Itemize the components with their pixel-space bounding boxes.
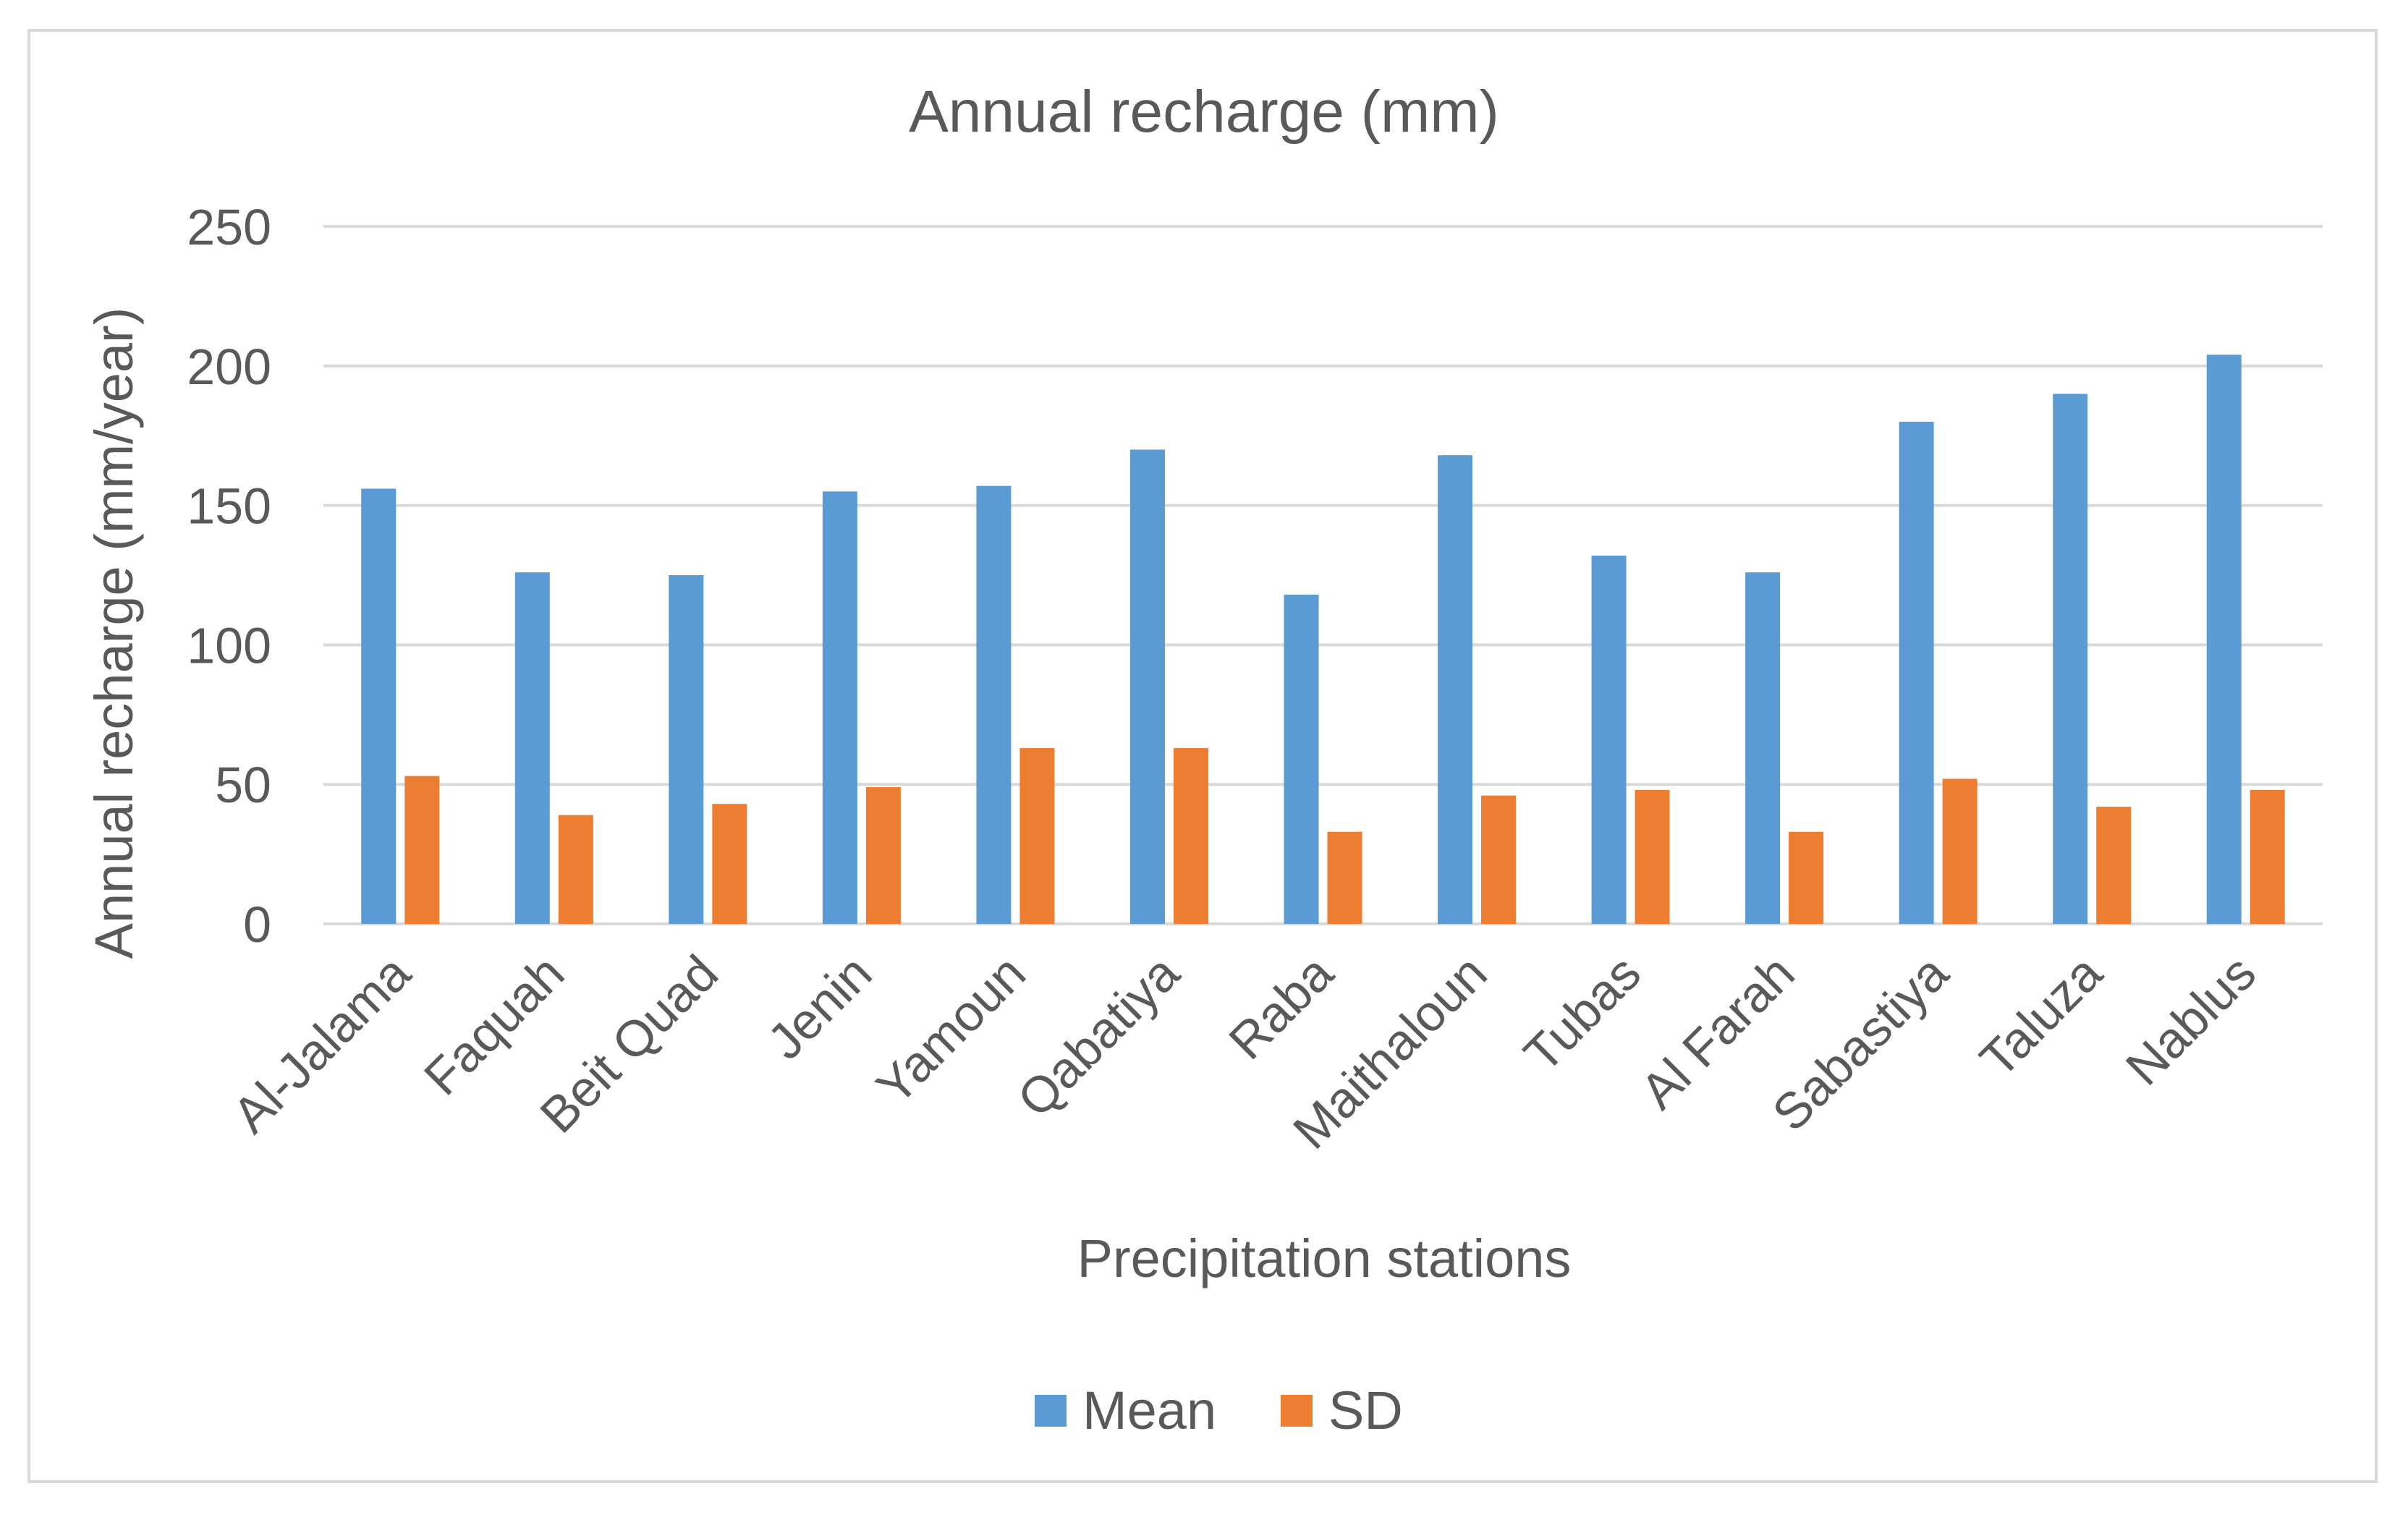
bar-mean-al-jalama <box>361 488 397 924</box>
y-axis-label: Annual recharge (mm/year) <box>84 307 144 959</box>
chart-title: Annual recharge (mm) <box>909 79 1499 145</box>
bar-mean-faquah <box>514 572 550 924</box>
bar-sd-al-farah <box>1789 831 1824 924</box>
y-tick-label: 100 <box>187 617 271 674</box>
bars <box>361 354 2285 925</box>
bar-mean-jenin <box>822 491 857 924</box>
bar-mean-al-farah <box>1745 572 1781 924</box>
bar-sd-beit-quad <box>712 804 747 924</box>
gridlines <box>323 225 2323 925</box>
bar-mean-qabatiya <box>1129 449 1165 924</box>
bar-sd-raba <box>1327 831 1362 924</box>
bar-mean-beit-quad <box>669 575 704 924</box>
legend: Mean SD <box>1035 1380 1403 1440</box>
bar-mean-yamoun <box>976 485 1012 924</box>
y-tick-label: 150 <box>187 478 271 535</box>
x-tick-label: Qabatiya <box>1006 944 1190 1127</box>
bar-sd-maithaloun <box>1481 795 1517 924</box>
bar-mean-maithaloun <box>1438 455 1473 924</box>
y-tick-label: 250 <box>187 199 271 255</box>
bar-sd-qabatiya <box>1173 748 1208 924</box>
bar-sd-nablus <box>2250 789 2285 924</box>
legend-label-sd: SD <box>1328 1380 1403 1440</box>
x-tick-label: Tubas <box>1513 944 1651 1082</box>
bar-mean-sabastiya <box>1899 421 1934 924</box>
bar-mean-raba <box>1284 594 1319 924</box>
bar-sd-sabastiya <box>1942 778 1977 924</box>
x-tick-label: Nablus <box>2115 944 2266 1095</box>
bar-sd-al-jalama <box>404 776 440 924</box>
y-tick-label: 200 <box>187 339 271 395</box>
x-tick-label: Raba <box>1218 944 1344 1070</box>
bar-sd-jenin <box>865 787 901 924</box>
legend-swatch-sd <box>1281 1395 1313 1427</box>
bar-sd-yamoun <box>1019 748 1055 924</box>
x-axis-label: Precipitation stations <box>1077 1228 1572 1288</box>
x-tick-label: Jenin <box>757 944 882 1069</box>
bar-sd-tubas <box>1635 789 1670 924</box>
legend-label-mean: Mean <box>1082 1380 1216 1440</box>
bar-mean-tubas <box>1591 556 1627 924</box>
y-axis-ticks: 0 50 100 150 200 250 <box>187 199 271 953</box>
bar-sd-faquah <box>558 815 593 924</box>
x-tick-label: Al-Jalama <box>222 944 421 1143</box>
y-tick-label: 0 <box>243 896 271 953</box>
y-tick-label: 50 <box>215 757 271 813</box>
bar-mean-nablus <box>2206 354 2242 925</box>
x-tick-label: Taluza <box>1970 944 2113 1087</box>
bar-sd-taluza <box>2096 807 2132 924</box>
legend-swatch-mean <box>1035 1395 1067 1427</box>
bar-mean-taluza <box>2053 394 2088 924</box>
